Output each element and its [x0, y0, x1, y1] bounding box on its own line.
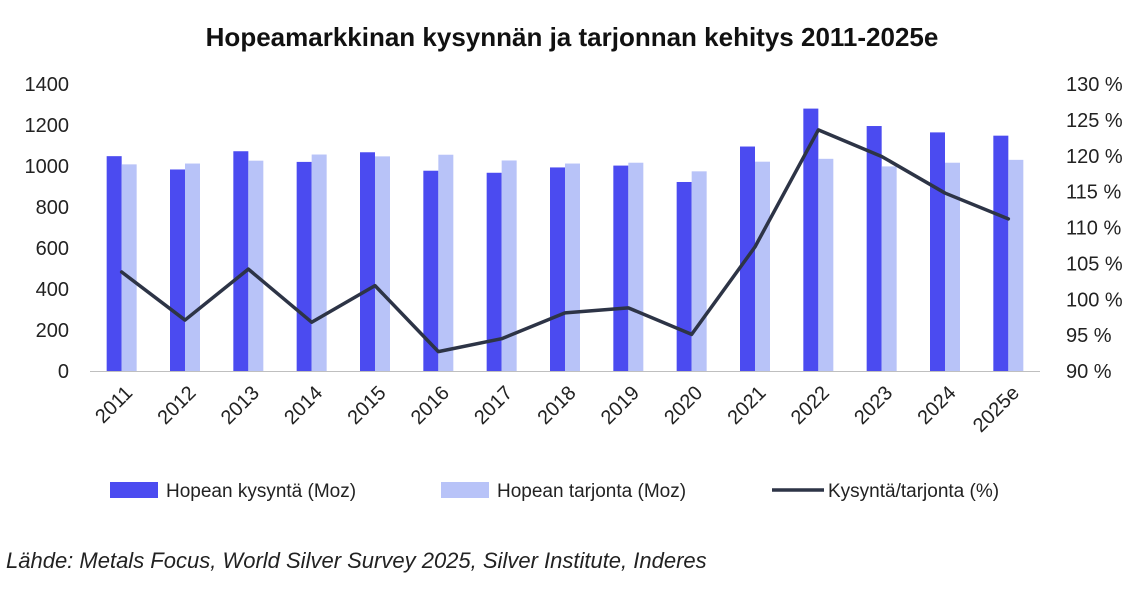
- left-tick-label: 200: [36, 320, 69, 342]
- supply-bar: [185, 163, 200, 371]
- demand-bar: [106, 156, 122, 371]
- left-axis: 0 200 400 600 800 1000 1200 1400: [25, 74, 70, 383]
- right-tick-label: 100 %: [1066, 289, 1123, 311]
- left-tick-label: 1400: [25, 74, 70, 96]
- right-tick-label: 120 %: [1066, 146, 1123, 168]
- x-tick-label: 2022: [787, 382, 834, 429]
- supply-bar: [501, 160, 517, 371]
- left-tick-label: 1000: [25, 156, 70, 178]
- x-tick-label: 2024: [914, 382, 961, 429]
- x-tick-label: 2015: [344, 382, 391, 429]
- supply-bar: [311, 154, 327, 371]
- supply-bar: [438, 154, 454, 371]
- x-tick-label: 2017: [470, 382, 517, 429]
- demand-bar: [296, 161, 312, 371]
- supply-bar: [1008, 159, 1024, 371]
- left-tick-label: 400: [36, 279, 69, 301]
- supply-bar: [755, 161, 770, 371]
- bars: [106, 108, 1024, 372]
- right-axis: 90 % 95 % 100 % 105 % 110 % 115 % 120 % 125 % 13…: [1066, 74, 1123, 383]
- supply-bar: [628, 162, 644, 371]
- x-tick-label: 2014: [280, 382, 327, 429]
- supply-bar: [248, 160, 264, 371]
- x-tick-label: 2021: [724, 382, 771, 429]
- demand-bar: [170, 169, 185, 371]
- demand-bar: [676, 181, 692, 371]
- supply-bar: [691, 171, 707, 371]
- x-tick-label: 2019: [597, 382, 644, 429]
- right-tick-label: 105 %: [1066, 253, 1123, 275]
- left-tick-label: 1200: [25, 115, 70, 137]
- chart-title: Hopeamarkkinan kysynnän ja tarjonnan keh…: [206, 22, 939, 52]
- x-tick-label: 2013: [217, 382, 264, 429]
- left-tick-label: 0: [58, 361, 69, 383]
- x-tick-label: 2011: [91, 382, 137, 428]
- demand-bar: [550, 167, 565, 371]
- demand-bar: [360, 152, 375, 371]
- x-tick-label: 2012: [154, 382, 201, 429]
- demand-bar: [486, 172, 502, 371]
- supply-bar: [945, 162, 960, 371]
- demand-bar: [866, 126, 882, 372]
- legend-ratio-label: Kysyntä/tarjonta (%): [828, 481, 999, 502]
- right-tick-label: 130 %: [1066, 74, 1123, 96]
- x-axis-labels: 2011 2012 2013 2014 2015 2016 2017 2018 2019 2020…: [91, 382, 1024, 437]
- left-tick-label: 800: [36, 197, 69, 219]
- supply-bar: [375, 156, 390, 371]
- left-tick-label: 600: [36, 238, 69, 260]
- supply-bar: [121, 164, 137, 371]
- ratio-line-path: [119, 128, 1011, 354]
- x-tick-label: 2025e: [969, 382, 1024, 437]
- right-tick-label: 90 %: [1066, 361, 1112, 383]
- right-tick-label: 95 %: [1066, 325, 1112, 347]
- x-tick-label: 2023: [850, 382, 897, 429]
- x-tick-label: 2018: [534, 382, 581, 429]
- demand-bar: [803, 108, 819, 371]
- supply-bar: [818, 158, 834, 371]
- right-tick-label: 110 %: [1066, 218, 1121, 240]
- demand-bar: [613, 165, 629, 371]
- x-tick-label: 2020: [660, 382, 707, 429]
- ratio-line: [119, 128, 1011, 354]
- right-tick-label: 125 %: [1066, 110, 1123, 132]
- right-tick-label: 115 %: [1066, 182, 1121, 204]
- demand-bar: [233, 151, 249, 371]
- x-tick-label: 2016: [407, 382, 454, 429]
- demand-bar: [930, 132, 945, 371]
- supply-bar: [881, 166, 897, 371]
- demand-bar: [423, 170, 439, 371]
- legend-supply-swatch: [441, 482, 489, 498]
- legend-supply-label: Hopean tarjonta (Moz): [497, 481, 686, 502]
- legend-demand-label: Hopean kysyntä (Moz): [166, 481, 356, 502]
- legend: Hopean kysyntä (Moz) Hopean tarjonta (Moz…: [110, 481, 999, 502]
- demand-bar: [993, 135, 1009, 371]
- legend-demand-swatch: [110, 482, 158, 498]
- source-note: Lähde: Metals Focus, World Silver Survey…: [6, 548, 707, 573]
- supply-bar: [565, 163, 580, 371]
